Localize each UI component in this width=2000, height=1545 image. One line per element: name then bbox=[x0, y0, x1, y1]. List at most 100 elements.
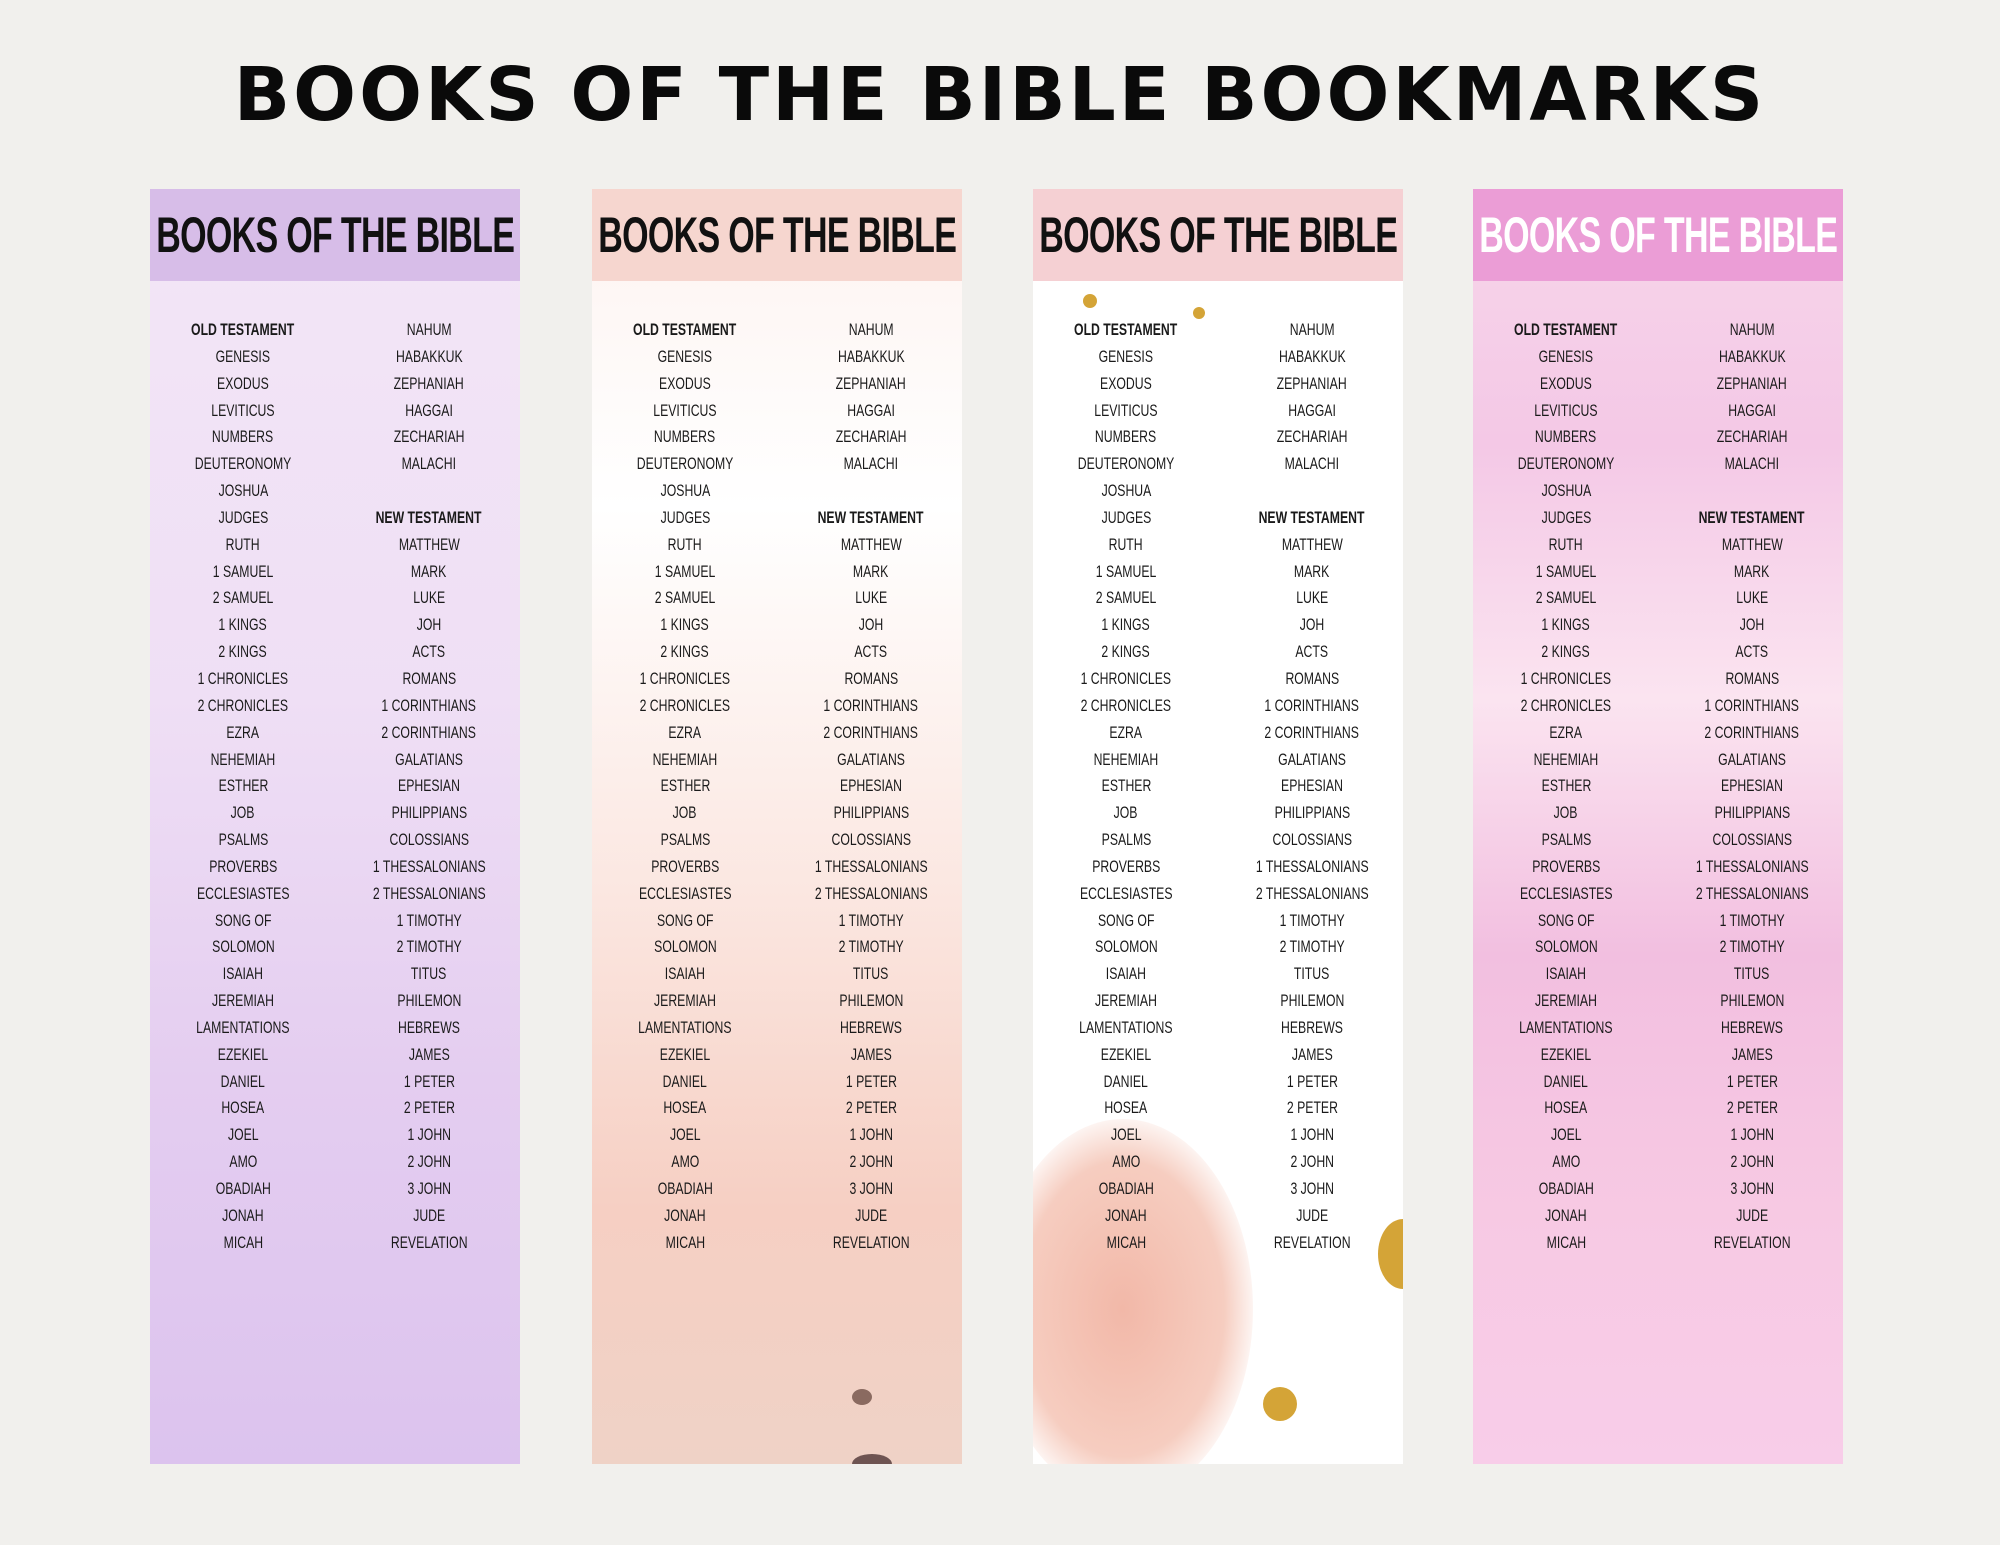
list-row: 2 CHRONICLES 1 CORINTHIANS bbox=[1473, 693, 1843, 720]
list-row: SOLOMON 2 TIMOTHY bbox=[150, 934, 520, 961]
book-name: 2 JOHN bbox=[1222, 1149, 1402, 1175]
book-label: REVELATION bbox=[390, 1232, 468, 1252]
book-label: ECCLESIASTES bbox=[1519, 883, 1613, 903]
list-row: SONG OF 1 TIMOTHY bbox=[1473, 908, 1843, 935]
book-label: EZEKIEL bbox=[1540, 1044, 1592, 1064]
book-label: 2 KINGS bbox=[218, 642, 268, 662]
book-name: PSALMS bbox=[153, 827, 333, 853]
book-label: LUKE bbox=[1736, 588, 1768, 608]
book-label: HEBREWS bbox=[1281, 1017, 1343, 1037]
book-name: MATTHEW bbox=[1662, 532, 1842, 558]
book-label: 1 PETER bbox=[403, 1071, 455, 1091]
book-label: PHILEMON bbox=[397, 991, 461, 1011]
bookmark-title: BOOKS OF THE BIBLE bbox=[156, 207, 515, 263]
book-label: GALATIANS bbox=[1718, 749, 1786, 769]
book-label: 1 JOHN bbox=[1730, 1125, 1774, 1145]
book-label: ACTS bbox=[412, 642, 446, 662]
book-label: DANIEL bbox=[1103, 1071, 1149, 1091]
list-row: PROVERBS 1 THESSALONIANS bbox=[1473, 854, 1843, 881]
book-label: NEW TESTAMENT bbox=[1259, 507, 1365, 527]
book-label: LUKE bbox=[413, 588, 445, 608]
book-label: JOSHUA bbox=[1541, 481, 1591, 501]
book-label: GALATIANS bbox=[1278, 749, 1346, 769]
book-label: ISAIAH bbox=[664, 964, 706, 984]
book-name: PHILEMON bbox=[339, 988, 519, 1014]
book-label: MICAH bbox=[665, 1232, 705, 1252]
gold-dot bbox=[1263, 1387, 1297, 1421]
book-label: HAGGAI bbox=[1728, 400, 1776, 420]
book-name: SOLOMON bbox=[595, 934, 775, 960]
book-name: PROVERBS bbox=[1036, 854, 1216, 880]
book-name: AMO bbox=[153, 1149, 333, 1175]
book-label: JOH bbox=[1739, 615, 1765, 635]
book-label: ESTHER bbox=[218, 776, 268, 796]
book-label: LUKE bbox=[1296, 588, 1328, 608]
list-row: 1 SAMUEL MARK bbox=[1033, 559, 1403, 586]
list-row: DANIEL 1 PETER bbox=[592, 1069, 962, 1096]
book-label: NUMBERS bbox=[654, 427, 716, 447]
book-name: 2 KINGS bbox=[153, 639, 333, 665]
book-label: 2 THESSALONIANS bbox=[372, 883, 486, 903]
book-label: TITUS bbox=[1734, 964, 1770, 984]
book-name: MARK bbox=[1662, 559, 1842, 585]
book-name: NUMBERS bbox=[595, 424, 775, 450]
book-label: ROMANS bbox=[402, 668, 456, 688]
book-label: JUDGES bbox=[1541, 507, 1591, 527]
list-row: JOSHUA bbox=[150, 478, 520, 505]
list-row: MICAH REVELATION bbox=[150, 1230, 520, 1257]
section-heading: NEW TESTAMENT bbox=[339, 505, 519, 531]
list-row: JOB PHILIPPIANS bbox=[1473, 800, 1843, 827]
book-label: REVELATION bbox=[1713, 1232, 1791, 1252]
book-name: ROMANS bbox=[1662, 666, 1842, 692]
book-name: JOB bbox=[1476, 800, 1656, 826]
book-label: 1 JOHN bbox=[849, 1125, 893, 1145]
book-label: HEBREWS bbox=[398, 1017, 460, 1037]
book-name: 2 KINGS bbox=[595, 639, 775, 665]
book-label: ISAIAH bbox=[222, 964, 264, 984]
books-list: OLD TESTAMENT NAHUM GENESIS HABAKKUK EXODUS Z… bbox=[1033, 317, 1403, 1257]
book-label: ISAIAH bbox=[1105, 964, 1147, 984]
book-name: TITUS bbox=[1222, 961, 1402, 987]
book-name: PHILIPPIANS bbox=[1222, 800, 1402, 826]
list-row: EZRA 2 CORINTHIANS bbox=[1033, 720, 1403, 747]
book-label: 3 JOHN bbox=[1730, 1179, 1774, 1198]
book-label: AMO bbox=[1552, 1152, 1580, 1172]
book-label: 1 CORINTHIANS bbox=[1704, 695, 1800, 715]
book-name: PHILEMON bbox=[1662, 988, 1842, 1014]
book-label: PSALMS bbox=[660, 830, 710, 850]
book-label: 2 KINGS bbox=[1541, 642, 1591, 662]
list-row: JONAH JUDE bbox=[1033, 1203, 1403, 1230]
book-name: PSALMS bbox=[1036, 827, 1216, 853]
section-heading: OLD TESTAMENT bbox=[1036, 317, 1216, 343]
book-label: HAGGAI bbox=[1288, 400, 1336, 420]
book-label: 2 CHRONICLES bbox=[197, 695, 289, 715]
list-row: SONG OF 1 TIMOTHY bbox=[150, 908, 520, 935]
book-label: MICAH bbox=[1546, 1232, 1586, 1252]
book-name: MATTHEW bbox=[339, 532, 519, 558]
list-row: OLD TESTAMENT NAHUM bbox=[592, 317, 962, 344]
book-label: 2 KINGS bbox=[1101, 642, 1151, 662]
list-row: GENESIS HABAKKUK bbox=[592, 344, 962, 371]
book-name: HAGGAI bbox=[781, 398, 961, 424]
list-row: JEREMIAH PHILEMON bbox=[1033, 988, 1403, 1015]
book-name: 1 SAMUEL bbox=[1476, 559, 1656, 585]
list-row: JUDGES NEW TESTAMENT bbox=[1473, 505, 1843, 532]
book-label: LEVITICUS bbox=[1534, 400, 1598, 420]
book-label: ECCLESIASTES bbox=[638, 883, 732, 903]
book-label: 1 JOHN bbox=[1290, 1125, 1334, 1145]
book-label: NAHUM bbox=[1729, 320, 1775, 339]
book-label: 2 SAMUEL bbox=[654, 588, 716, 608]
list-row: ESTHER EPHESIAN bbox=[1033, 773, 1403, 800]
list-row: NEHEMIAH GALATIANS bbox=[1033, 747, 1403, 774]
book-label: ZEPHANIAH bbox=[393, 373, 465, 393]
book-label: 2 CORINTHIANS bbox=[823, 722, 919, 742]
book-label: PSALMS bbox=[218, 830, 268, 850]
list-row: PROVERBS 1 THESSALONIANS bbox=[1033, 854, 1403, 881]
list-row: JOEL 1 JOHN bbox=[150, 1122, 520, 1149]
list-row: 1 CHRONICLES ROMANS bbox=[1473, 666, 1843, 693]
list-row: 2 SAMUEL LUKE bbox=[592, 585, 962, 612]
book-name: 1 CORINTHIANS bbox=[781, 693, 961, 719]
list-row: EZEKIEL JAMES bbox=[1473, 1042, 1843, 1069]
book-name: ROMANS bbox=[1222, 666, 1402, 692]
book-label: 1 CORINTHIANS bbox=[823, 695, 919, 715]
